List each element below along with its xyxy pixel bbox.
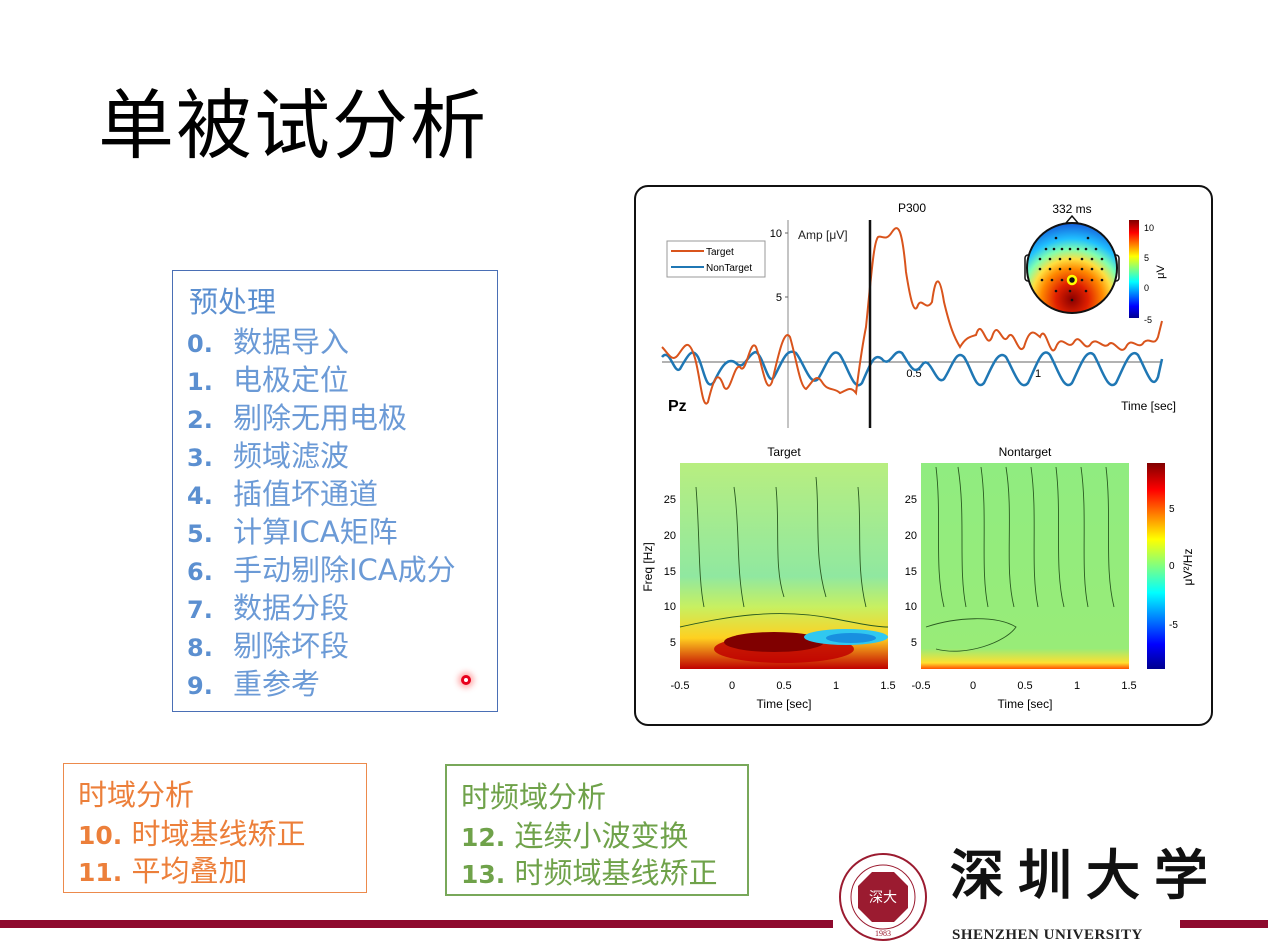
list-item: 8. 剔除坏段 xyxy=(187,629,350,663)
time-frequency-box: 时频域分析 12. 连续小波变换 13. 时频域基线矫正 xyxy=(445,764,749,896)
tf-ytick: 20 xyxy=(664,530,676,542)
nontarget-trace xyxy=(661,350,1164,387)
tf-xtick: 1.5 xyxy=(1121,680,1136,692)
legend-nontarget: NonTarget xyxy=(706,263,752,274)
erp-xtick: 1 xyxy=(1035,368,1041,380)
tf-xtick: 0 xyxy=(729,680,735,692)
tf-xtick: 0.5 xyxy=(1017,680,1032,692)
topo-colorbar-label: μV xyxy=(1155,265,1167,279)
svg-text:1983: 1983 xyxy=(875,929,891,938)
colorbar-tick: 10 xyxy=(1144,223,1154,233)
erp-ytick: 10 xyxy=(770,228,782,240)
preprocessing-heading: 预处理 xyxy=(189,285,277,319)
tf-xtick: -0.5 xyxy=(671,680,690,692)
legend-target: Target xyxy=(706,247,734,258)
erp-ytick: 5 xyxy=(776,292,782,304)
list-item: 2. 剔除无用电极 xyxy=(187,401,408,435)
footer-bar-right xyxy=(1180,920,1268,928)
university-name-en: SHENZHEN UNIVERSITY xyxy=(952,927,1143,943)
laser-pointer-cursor xyxy=(461,675,471,685)
time-frequency-heading: 时频域分析 xyxy=(461,780,607,814)
erp-title: P300 xyxy=(898,201,926,215)
university-name-cn: 深圳大学 xyxy=(950,843,1222,907)
tf-xtick: 1.5 xyxy=(880,680,895,692)
tf-xlabel: Time [sec] xyxy=(998,697,1053,711)
colorbar-tick: 0 xyxy=(1169,561,1175,572)
pz-electrode-highlight xyxy=(1066,274,1078,286)
tf-colorbar-label: μV²/Hz xyxy=(1181,549,1195,586)
erp-legend xyxy=(666,240,766,278)
tf-ytick: 20 xyxy=(905,530,917,542)
erp-xtick: 0.5 xyxy=(906,368,921,380)
list-item: 11. 平均叠加 xyxy=(78,854,248,888)
tf-ytick: 25 xyxy=(905,494,917,506)
tf-target-title: Target xyxy=(767,445,801,459)
target-trace xyxy=(661,227,1163,405)
list-item: 4. 插值坏通道 xyxy=(187,477,379,511)
topo-title: 332 ms xyxy=(1052,202,1091,216)
tf-ytick: 5 xyxy=(911,637,917,649)
list-item: 1. 电极定位 xyxy=(187,363,350,397)
erp-xlabel: Time [sec] xyxy=(1121,399,1176,413)
topo-head xyxy=(1026,222,1118,314)
tf-nontarget-title: Nontarget xyxy=(999,445,1052,459)
time-domain-box: 时域分析 10. 时域基线矫正 11. 平均叠加 xyxy=(63,763,367,893)
list-item: 3. 频域滤波 xyxy=(187,439,350,473)
electrode-dots xyxy=(1038,236,1104,302)
erp-ylabel: Amp [μV] xyxy=(798,228,848,242)
time-domain-heading: 时域分析 xyxy=(78,778,195,812)
colorbar-tick: -5 xyxy=(1144,315,1152,325)
tf-xtick: -0.5 xyxy=(912,680,931,692)
colorbar-tick: -5 xyxy=(1169,620,1178,631)
tf-ytick: 15 xyxy=(664,566,676,578)
channel-label: Pz xyxy=(668,398,687,415)
list-item: 0. 数据导入 xyxy=(187,325,350,359)
colorbar-tick: 0 xyxy=(1144,283,1149,293)
tf-nontarget-heatmap xyxy=(921,463,1129,669)
list-item: 10. 时域基线矫正 xyxy=(78,817,306,851)
tf-xtick: 1 xyxy=(833,680,839,692)
eeg-figure-canvas: 10 5 Amp [μV] 0.5 1 Time [sec] P300 Pz T… xyxy=(641,201,1195,711)
eeg-figure: 10 5 Amp [μV] 0.5 1 Time [sec] P300 Pz T… xyxy=(634,185,1213,726)
footer-bar-left xyxy=(0,920,833,928)
tf-xlabel: Time [sec] xyxy=(757,697,812,711)
topo-colorbar xyxy=(1129,220,1139,318)
list-item: 13. 时频域基线矫正 xyxy=(461,856,718,890)
svg-text:深大: 深大 xyxy=(869,890,897,906)
tf-colorbar xyxy=(1147,463,1165,669)
list-item: 12. 连续小波变换 xyxy=(461,819,689,853)
tf-ytick: 10 xyxy=(664,601,676,613)
colorbar-tick: 5 xyxy=(1169,504,1175,515)
preprocessing-box: 预处理 0. 数据导入 1. 电极定位 2. 剔除无用电极 3. 频域滤波 4. 插值坏通… xyxy=(172,270,498,712)
list-item: 5. 计算ICA矩阵 xyxy=(187,515,398,549)
university-seal-icon: 深大 1983 xyxy=(839,853,927,941)
tf-ytick: 25 xyxy=(664,494,676,506)
tf-ytick: 10 xyxy=(905,601,917,613)
tf-xtick: 0.5 xyxy=(776,680,791,692)
list-item: 7. 数据分段 xyxy=(187,591,350,625)
tf-ytick: 5 xyxy=(670,637,676,649)
tf-xtick: 0 xyxy=(970,680,976,692)
tf-ylabel: Freq [Hz] xyxy=(641,542,655,591)
tf-ytick: 15 xyxy=(905,566,917,578)
list-item: 6. 手动剔除ICA成分 xyxy=(187,553,456,587)
slide-title: 单被试分析 xyxy=(98,81,488,170)
list-item: 9. 重参考 xyxy=(187,667,321,701)
colorbar-tick: 5 xyxy=(1144,253,1149,263)
tf-xtick: 1 xyxy=(1074,680,1080,692)
